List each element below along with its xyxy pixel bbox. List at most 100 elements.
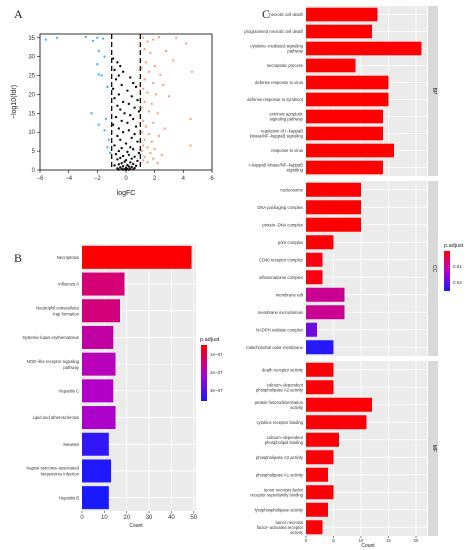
- ns-point-75: [131, 168, 135, 171]
- ns-point-21: [119, 108, 122, 111]
- ns-point-44: [117, 149, 121, 153]
- down-point-5: [101, 37, 105, 40]
- down-point-6: [97, 49, 100, 53]
- go-category-label-line: signaling pathway: [270, 117, 304, 122]
- down-point-16: [107, 138, 111, 141]
- go-category-label-line: protein−DNA complex: [262, 222, 304, 227]
- kegg-category-label-line: Necroptosis: [57, 255, 79, 260]
- panel-label-a: A: [14, 7, 23, 21]
- ns-point-7: [114, 78, 118, 81]
- up-point-2: [152, 38, 155, 41]
- kegg-bar-lipid-and-atherosclerosis: [82, 406, 116, 430]
- go-bar-tumor-necrosis-factor-activated-receptor-activity: [306, 520, 323, 535]
- go-category-label-line: pore complex: [278, 240, 304, 245]
- up-point-14: [159, 73, 162, 77]
- volcano-y-tick-label-5: 25: [28, 74, 35, 80]
- volcano-x-tick-label-0: −6: [37, 176, 45, 182]
- ns-point-51: [119, 156, 122, 160]
- go-category-label-line: cytokine receptor binding: [256, 420, 303, 425]
- go-legend-label-2: 0.02: [453, 280, 462, 285]
- go-category-label-membrane-raft: membrane raft: [276, 292, 304, 297]
- go-bar-dna-packaging-complex: [306, 200, 361, 215]
- go-category-label-phospholipase-a2-activity: phospholipase A2 activity: [256, 455, 304, 460]
- go-bar-necroptotic-process: [306, 58, 356, 73]
- go-bar-cytokine-mediated-signaling-pathway: [306, 41, 422, 56]
- ns-point-56: [123, 160, 126, 163]
- go-bar-phospholipase-a2-activity: [306, 450, 334, 465]
- up-point-25: [140, 106, 143, 109]
- down-point-8: [96, 63, 99, 66]
- up-point-0: [142, 36, 145, 39]
- up-point-32: [163, 127, 166, 130]
- go-category-label-line: phospholipid binding: [265, 440, 304, 445]
- go-category-label-tumor-necrosis-factor-receptor-superfamily-binding: tumor necrosis factor receptor superfamil…: [250, 487, 303, 497]
- up-point-37: [150, 140, 153, 143]
- ns-point-32: [127, 129, 131, 132]
- go-category-label-line: necroptotic process: [267, 63, 303, 68]
- go-category-label-regulation-of-i-kappab-kinase-nf-kappab-signaling: regulation of I−kappaB kinase/NF−kappaB s…: [250, 129, 304, 139]
- ns-point-55: [136, 159, 139, 163]
- go-category-label-line: calcium−dependent: [267, 435, 304, 440]
- go-category-label-line: defense response to virus: [255, 80, 303, 85]
- up-point-29: [142, 119, 145, 123]
- ns-point-41: [129, 146, 132, 149]
- ns-point-39: [124, 142, 128, 145]
- up-point-6: [143, 47, 146, 51]
- ns-point-49: [121, 154, 125, 158]
- ns-point-46: [137, 151, 141, 155]
- up-point-47: [142, 159, 145, 162]
- up-point-15: [190, 70, 194, 73]
- down-point-18: [109, 151, 112, 155]
- go-bar-cytokine-receptor-binding: [306, 415, 367, 430]
- up-point-13: [147, 70, 151, 73]
- ns-point-12: [126, 89, 129, 92]
- ns-point-42: [120, 146, 123, 150]
- go-category-label-line: extrinsic apoptotic: [269, 112, 303, 117]
- kegg-x-tick-label-5: 50: [190, 515, 197, 521]
- up-point-34: [147, 132, 151, 136]
- ns-point-6: [129, 76, 132, 79]
- kegg-category-label-hepatitis-b: Hepatitis B: [59, 495, 79, 500]
- kegg-category-label-influenza-a: Influenza A: [58, 282, 79, 287]
- kegg-legend-colorbar: [201, 345, 207, 401]
- up-point-45: [143, 155, 146, 158]
- go-facet-strip-mf: [428, 361, 438, 536]
- go-category-label-line: calcium−dependent: [267, 382, 304, 387]
- volcano-x-tick-label-5: 4: [182, 176, 186, 182]
- volcano-x-tick-label-6: 6: [210, 176, 214, 182]
- go-bar-defense-response-to-virus: [306, 75, 389, 90]
- go-facet-label-mf: MF: [431, 445, 437, 452]
- volcano-points: [44, 35, 194, 172]
- go-category-label-inflammasome-complex: inflammasome complex: [259, 275, 304, 280]
- up-point-10: [144, 61, 148, 64]
- kegg-bar-necroptosis: [82, 245, 192, 269]
- kegg-category-labels: Necroptosis Influenza A Neutrophil extrace…: [22, 255, 80, 500]
- go-category-label-i-kappab-kinase-nf-kappab-signaling: I−kappaB kinase/NF−kappaB signaling: [249, 163, 304, 173]
- up-point-16: [143, 78, 146, 81]
- go-category-label-line: protein heterodimerization: [255, 400, 304, 405]
- down-point-15: [103, 129, 106, 132]
- go-category-label-defense-response-to-symbiont: defense response to symbiont: [247, 97, 304, 102]
- go-category-label-programmed-necrotic-cell-death: programmed necrotic cell death: [244, 29, 303, 34]
- ns-point-25: [114, 115, 118, 119]
- go-legend-colorbar: [444, 251, 450, 291]
- go-category-label-calcium-dependent-phospholipase-a2-activity: calcium−dependent phospholipase A2 activi…: [256, 382, 304, 392]
- up-point-12: [140, 66, 143, 70]
- kegg-bar-chart: Necroptosis Influenza A Neutrophil extrace…: [22, 244, 223, 529]
- down-point-12: [90, 112, 93, 115]
- down-point-13: [104, 117, 108, 121]
- go-bar-defense-response-to-symbiont: [306, 92, 389, 107]
- ns-point-65: [127, 165, 131, 168]
- go-category-label-line: activity: [290, 530, 304, 535]
- ns-point-77: [127, 168, 131, 171]
- down-point-14: [97, 123, 100, 126]
- up-point-4: [174, 36, 178, 39]
- kegg-category-label-line: Systemic lupus erythematosus: [22, 335, 79, 340]
- go-category-label-pore-complex: pore complex: [278, 240, 304, 245]
- ns-point-17: [121, 100, 125, 104]
- ns-point-59: [131, 162, 135, 166]
- kegg-bar-systemic-lupus-erythematosus: [82, 325, 114, 349]
- ns-point-62: [113, 164, 116, 167]
- down-point-2: [84, 35, 88, 39]
- ns-point-20: [133, 106, 136, 109]
